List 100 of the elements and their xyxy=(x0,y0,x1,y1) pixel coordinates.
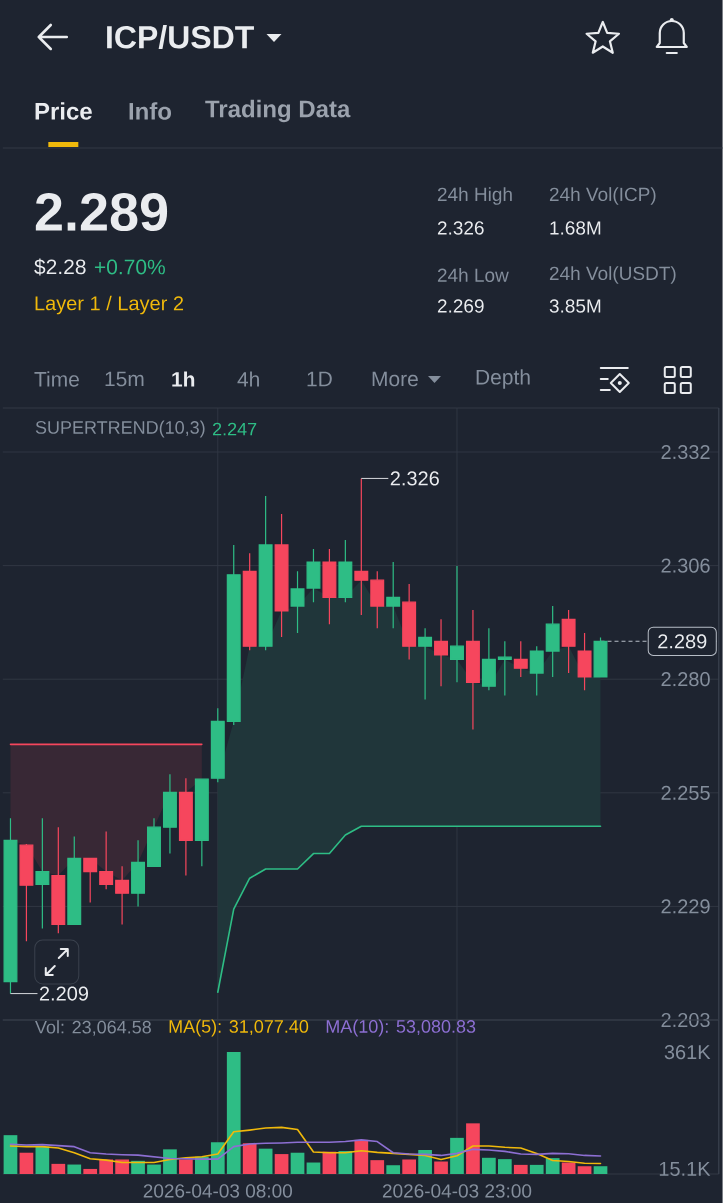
bar xyxy=(466,1123,480,1174)
bar xyxy=(51,1163,66,1174)
text: Info xyxy=(129,102,172,120)
y-tick-label: 2.255 xyxy=(661,785,710,800)
candlestick xyxy=(99,830,114,890)
candlestick xyxy=(274,513,289,638)
candlestick xyxy=(545,605,560,678)
bar xyxy=(258,1148,273,1174)
candlestick xyxy=(83,857,98,904)
text: +0.70% xyxy=(95,259,166,275)
text: 24h Vol(ICP) xyxy=(550,187,656,205)
candlestick xyxy=(450,565,465,683)
bar xyxy=(514,1164,528,1174)
text: MA(5): 31,077.40 xyxy=(169,1019,309,1037)
y-tick-label: 2.203 xyxy=(661,1012,710,1028)
text: 24h Low xyxy=(438,268,509,282)
bar xyxy=(131,1160,146,1174)
bar xyxy=(115,1159,130,1174)
ref-line-label: 2.289 xyxy=(658,634,707,649)
candlestick xyxy=(577,632,592,691)
candlestick xyxy=(482,627,496,691)
bar xyxy=(35,1146,50,1174)
text: MA(10): 53,080.83 xyxy=(326,1019,476,1037)
bar xyxy=(577,1166,592,1174)
candlestick xyxy=(258,495,273,651)
text: Time xyxy=(34,371,80,387)
bar xyxy=(147,1164,161,1174)
bar xyxy=(529,1164,544,1174)
annotation: 2.209 xyxy=(40,986,89,1001)
y-tick-label: 2.229 xyxy=(661,899,710,914)
bar xyxy=(83,1168,98,1174)
candlestick xyxy=(131,839,146,907)
bar xyxy=(498,1159,512,1174)
text: Layer 1 / Layer 2 xyxy=(35,295,184,315)
x-tick-label: 2026-04-03 23:00 xyxy=(383,1184,532,1198)
bar xyxy=(370,1160,385,1174)
text: ICP/USDT xyxy=(107,25,255,49)
candlestick xyxy=(338,539,353,603)
annotation: SUPERTREND(10,3) xyxy=(35,420,205,438)
bar xyxy=(179,1159,193,1174)
text: 4h xyxy=(237,371,260,387)
text: 2.269 xyxy=(438,299,484,313)
bar xyxy=(354,1139,369,1174)
text: 24h High xyxy=(438,187,512,205)
candlestick xyxy=(179,777,193,877)
bar xyxy=(290,1152,305,1174)
bar xyxy=(242,1143,257,1174)
text: Trading Data xyxy=(205,99,351,123)
candlestick xyxy=(19,843,34,942)
bar xyxy=(402,1159,417,1174)
candlestick xyxy=(67,835,82,926)
candlestick xyxy=(370,570,385,629)
y-tick-label: 15.1K xyxy=(659,1161,711,1176)
candlestick xyxy=(242,552,257,651)
bar xyxy=(274,1154,289,1174)
candlestick xyxy=(3,817,18,995)
text: 1.68M xyxy=(550,221,601,235)
candlestick xyxy=(210,707,225,783)
candlestick xyxy=(226,544,241,726)
x-tick-label: 2026-04-03 08:00 xyxy=(143,1184,293,1198)
text: 15m xyxy=(105,371,144,387)
candlestick xyxy=(147,817,162,867)
candlestick xyxy=(513,640,528,678)
y-tick-label: 2.306 xyxy=(661,558,710,573)
bar xyxy=(306,1162,321,1174)
text: More xyxy=(372,371,418,387)
text: 1D xyxy=(307,371,332,387)
y-tick-label: 2.280 xyxy=(661,672,710,687)
candlestick xyxy=(386,561,401,629)
text: Depth xyxy=(476,369,530,389)
bar xyxy=(545,1158,560,1174)
candlestick xyxy=(194,778,209,867)
candlestick xyxy=(115,865,130,926)
candlestick xyxy=(354,477,369,616)
text: 2.326 xyxy=(438,221,484,235)
bar xyxy=(386,1165,401,1174)
candlestick xyxy=(561,609,576,674)
candlestick xyxy=(402,583,417,660)
y-tick-label: 361K xyxy=(664,1044,711,1060)
candlestick xyxy=(434,618,449,687)
bar xyxy=(434,1161,449,1174)
candlestick xyxy=(593,636,608,678)
candlestick xyxy=(51,826,66,934)
bar xyxy=(3,1135,18,1174)
text: 24h Vol(USDT) xyxy=(550,266,676,284)
text: 3.85M xyxy=(549,299,601,313)
bar xyxy=(561,1162,576,1174)
bar xyxy=(67,1164,82,1174)
text: 1h xyxy=(172,371,195,387)
candlestick xyxy=(466,609,481,730)
bar xyxy=(19,1152,34,1174)
bar xyxy=(593,1166,608,1174)
candlestick xyxy=(418,627,433,701)
candlestick xyxy=(163,773,178,855)
bar xyxy=(482,1157,496,1174)
text: Price xyxy=(35,102,92,120)
annotation: Vol: 23,064.58 xyxy=(35,1020,152,1036)
text: 2.289 xyxy=(35,192,168,232)
annotation: 2.247 xyxy=(213,422,257,436)
bar xyxy=(226,1052,241,1174)
